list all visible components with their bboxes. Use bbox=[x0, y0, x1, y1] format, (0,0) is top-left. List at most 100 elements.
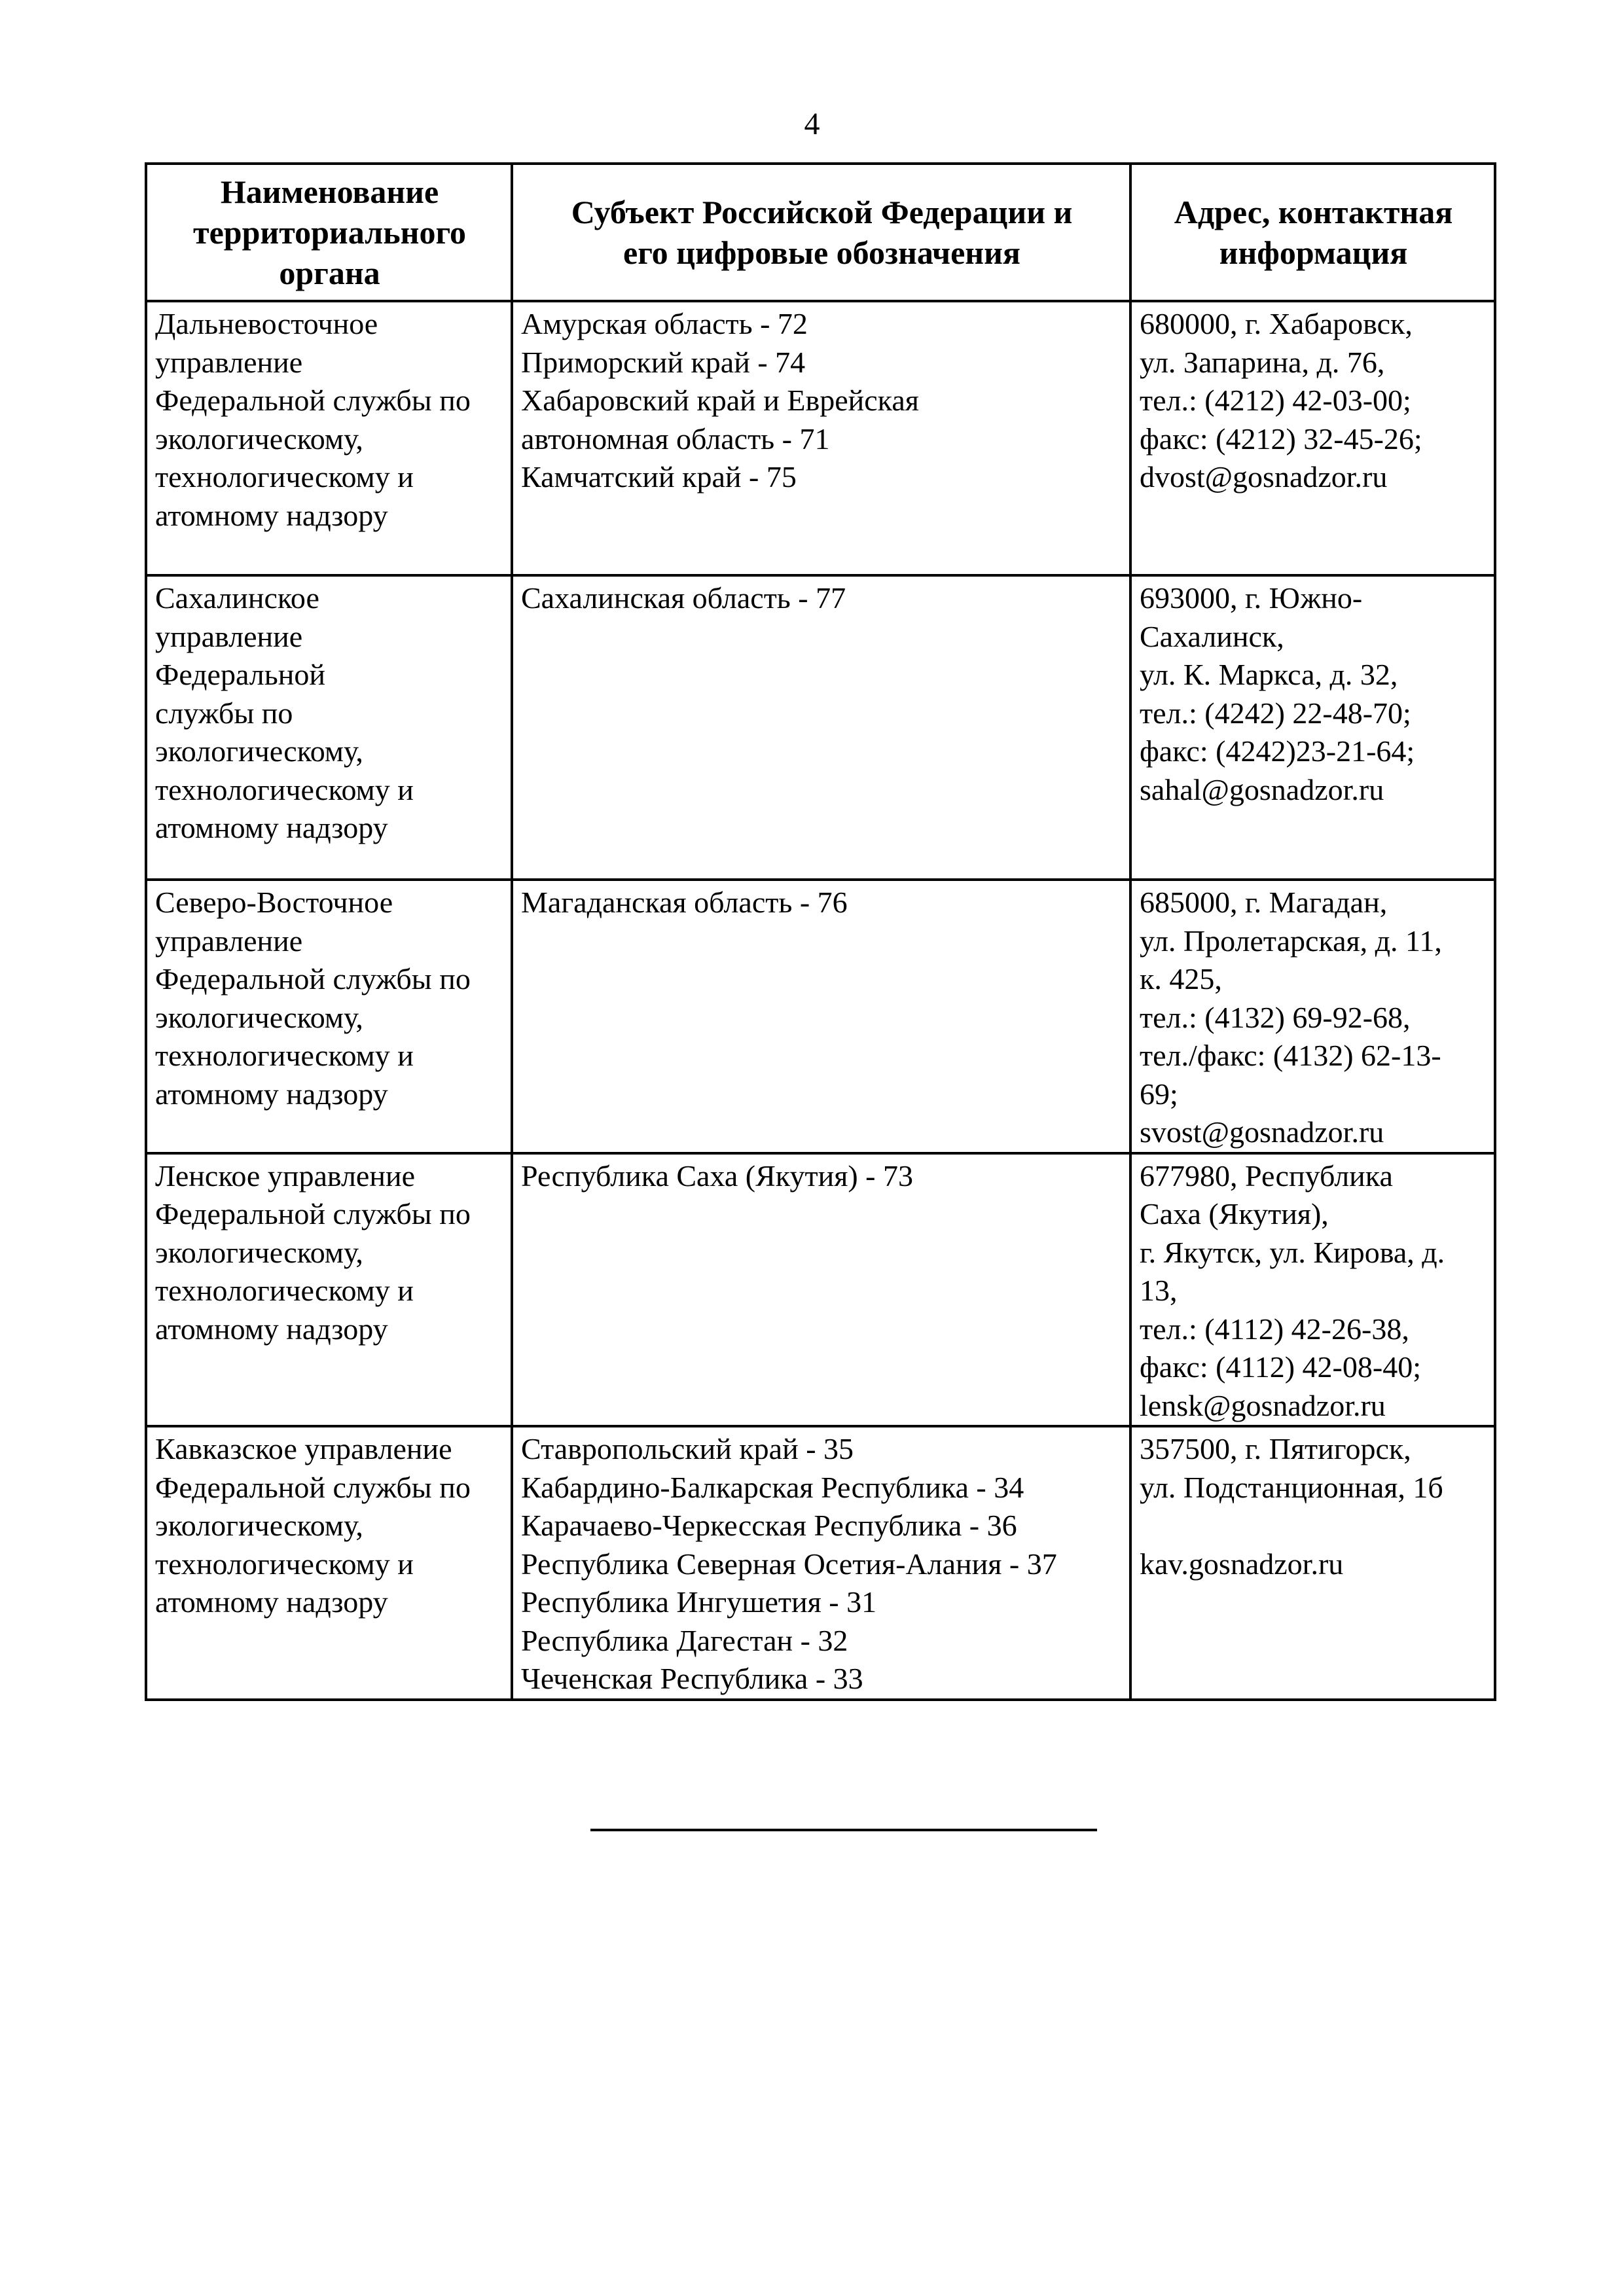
text-line: 677980, Республика bbox=[1140, 1158, 1393, 1193]
header-line: информация bbox=[1219, 234, 1408, 271]
text-line: управление bbox=[155, 345, 303, 379]
text-line: Сахалинск, bbox=[1140, 619, 1284, 653]
text-line: атомному надзору bbox=[155, 1077, 388, 1111]
body-name-cell: Дальневосточное управление Федеральной слу… bbox=[145, 300, 513, 577]
text-line: технологическому и bbox=[155, 1039, 414, 1072]
table-row: Сахалинское управление Федеральной службы п… bbox=[145, 574, 1496, 881]
text-line: ул. К. Маркса, д. 32, bbox=[1140, 658, 1398, 691]
table-header-row: Наименование территориального органа Субъе… bbox=[145, 162, 1496, 302]
body-name-cell: Ленское управление Федеральной службы по э… bbox=[145, 1151, 513, 1427]
text-line: Федеральной службы по bbox=[155, 384, 471, 417]
text-line: экологическому, bbox=[155, 734, 363, 768]
text-line: факс: (4112) 42-08-40; bbox=[1140, 1350, 1421, 1384]
text-line: Сахалинское bbox=[155, 581, 319, 615]
end-divider-line bbox=[590, 1829, 1097, 1831]
text-line: ул. Запарина, д. 76, bbox=[1140, 345, 1385, 379]
text-line: тел.: (4212) 42-03-00; bbox=[1140, 384, 1411, 417]
text-line: Федеральной bbox=[155, 658, 325, 691]
text-line: kav.gosnadzor.ru bbox=[1140, 1547, 1344, 1581]
text-line: Ленское управление bbox=[155, 1158, 415, 1193]
subjects-cell: Сахалинская область - 77 bbox=[511, 574, 1132, 881]
header-line: Субъект Российской Федерации и bbox=[571, 194, 1073, 230]
territorial-bodies-table: Наименование территориального органа Субъе… bbox=[145, 162, 1496, 1701]
text-line: управление bbox=[155, 619, 303, 653]
text-line bbox=[1140, 1507, 1487, 1545]
text-line: автономная область - 71 bbox=[521, 422, 830, 456]
address-cell: 680000, г. Хабаровск, ул. Запарина, д. 76… bbox=[1129, 300, 1496, 577]
header-cell: Адрес, контактная информация bbox=[1129, 162, 1496, 302]
text-line: 685000, г. Магадан, bbox=[1140, 886, 1388, 919]
text-line: экологическому, bbox=[155, 1235, 363, 1269]
text-line: Республика Ингушетия - 31 bbox=[521, 1585, 877, 1619]
body-name-cell: Сахалинское управление Федеральной службы п… bbox=[145, 574, 513, 881]
header-cell: Наименование территориального органа bbox=[145, 162, 513, 302]
text-line: Саха (Якутия), bbox=[1140, 1197, 1329, 1230]
subjects-cell: Республика Саха (Якутия) - 73 bbox=[511, 1151, 1132, 1427]
text-line: Федеральной службы по bbox=[155, 1470, 471, 1504]
subjects-cell: Амурская область - 72 Приморский край - 7… bbox=[511, 300, 1132, 577]
header-line: органа bbox=[279, 255, 380, 291]
body-name-cell: Северо-Восточное управление Федеральной сл… bbox=[145, 878, 513, 1155]
text-line: технологическому и bbox=[155, 772, 414, 806]
text-line: факс: (4242)23-21-64; bbox=[1140, 734, 1415, 768]
text-line: ул. Подстанционная, 1б bbox=[1140, 1470, 1443, 1504]
text-line: Амурская область - 72 bbox=[521, 307, 808, 340]
header-line: его цифровые обозначения bbox=[623, 234, 1020, 271]
text-line: г. Якутск, ул. Кирова, д. bbox=[1140, 1235, 1445, 1269]
text-line: Дальневосточное bbox=[155, 307, 378, 340]
subjects-cell: Ставропольский край - 35 Кабардино-Балкар… bbox=[511, 1425, 1132, 1701]
text-line: Приморский край - 74 bbox=[521, 345, 806, 379]
text-line: технологическому и bbox=[155, 460, 414, 493]
text-line: Чеченская Республика - 33 bbox=[521, 1662, 863, 1695]
text-line: атомному надзору bbox=[155, 1585, 388, 1619]
text-line: службы по bbox=[155, 696, 293, 730]
text-line: факс: (4212) 32-45-26; bbox=[1140, 422, 1422, 456]
text-line: атомному надзору bbox=[155, 811, 388, 844]
text-line: экологическому, bbox=[155, 422, 363, 456]
text-line: 13, bbox=[1140, 1274, 1178, 1307]
address-cell: 685000, г. Магадан, ул. Пролетарская, д. … bbox=[1129, 878, 1496, 1155]
text-line: экологическому, bbox=[155, 1000, 363, 1034]
text-line: Карачаево-Черкесская Республика - 36 bbox=[521, 1509, 1017, 1542]
address-cell: 357500, г. Пятигорск, ул. Подстанционная,… bbox=[1129, 1425, 1496, 1701]
text-line: Республика Саха (Якутия) - 73 bbox=[521, 1158, 913, 1193]
text-line: 357500, г. Пятигорск, bbox=[1140, 1432, 1411, 1465]
text-line: dvost@gosnadzor.ru bbox=[1140, 460, 1388, 493]
page-number: 4 bbox=[804, 107, 820, 141]
header-line: Наименование bbox=[220, 173, 439, 210]
text-line: Республика Северная Осетия-Алания - 37 bbox=[521, 1547, 1057, 1581]
text-line: 680000, г. Хабаровск, bbox=[1140, 307, 1413, 340]
text-line: управление bbox=[155, 924, 303, 958]
text-line: к. 425, bbox=[1140, 962, 1222, 996]
header-line: Адрес, контактная bbox=[1174, 194, 1453, 230]
header-cell: Субъект Российской Федерации и его цифров… bbox=[511, 162, 1132, 302]
table-row: Дальневосточное управление Федеральной слу… bbox=[145, 300, 1496, 577]
text-line: Федеральной службы по bbox=[155, 962, 471, 996]
table-row: Ленское управление Федеральной службы по э… bbox=[145, 1151, 1496, 1427]
text-line: тел.: (4132) 69-92-68, bbox=[1140, 1000, 1411, 1034]
text-line: Кавказское управление bbox=[155, 1432, 452, 1465]
text-line: атомному надзору bbox=[155, 498, 388, 532]
text-line: Республика Дагестан - 32 bbox=[521, 1623, 848, 1657]
text-line: Северо-Восточное bbox=[155, 886, 393, 919]
text-line: sahal@gosnadzor.ru bbox=[1140, 772, 1384, 806]
text-line: 693000, г. Южно- bbox=[1140, 581, 1363, 615]
text-line: Федеральной службы по bbox=[155, 1197, 471, 1230]
text-line: Хабаровский край и Еврейская bbox=[521, 384, 919, 417]
text-line: ул. Пролетарская, д. 11, bbox=[1140, 924, 1442, 958]
text-line: атомному надзору bbox=[155, 1312, 388, 1346]
table-row: Северо-Восточное управление Федеральной сл… bbox=[145, 878, 1496, 1155]
text-line: Ставропольский край - 35 bbox=[521, 1432, 854, 1465]
text-line: svost@gosnadzor.ru bbox=[1140, 1115, 1384, 1149]
table-row: Кавказское управление Федеральной службы … bbox=[145, 1425, 1496, 1701]
address-cell: 693000, г. Южно- Сахалинск, ул. К. Маркса,… bbox=[1129, 574, 1496, 881]
text-line: 69; bbox=[1140, 1077, 1178, 1111]
text-line: технологическому и bbox=[155, 1274, 414, 1307]
text-line: Магаданская область - 76 bbox=[521, 886, 848, 919]
address-cell: 677980, Республика Саха (Якутия), г. Якутс… bbox=[1129, 1151, 1496, 1427]
subjects-cell: Магаданская область - 76 bbox=[511, 878, 1132, 1155]
text-line: тел.: (4242) 22-48-70; bbox=[1140, 696, 1411, 730]
text-line: Сахалинская область - 77 bbox=[521, 581, 846, 615]
header-line: территориального bbox=[193, 214, 466, 251]
body-name-cell: Кавказское управление Федеральной службы … bbox=[145, 1425, 513, 1701]
